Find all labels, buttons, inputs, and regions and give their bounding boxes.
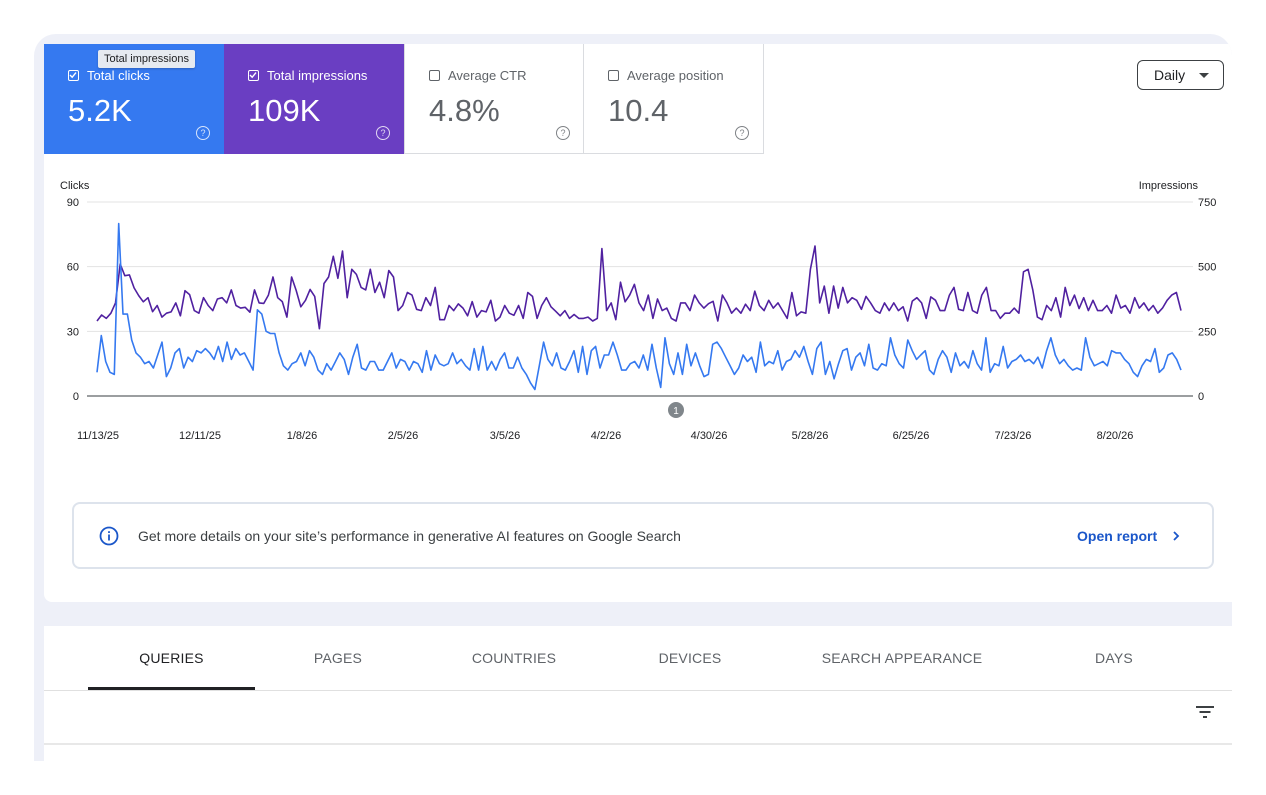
metric-value: 109K bbox=[248, 93, 321, 128]
clicks-series-line bbox=[96, 222, 1182, 391]
x-tick-label: 8/20/26 bbox=[1097, 430, 1134, 442]
info-icon bbox=[99, 526, 119, 546]
tab-search-appearance[interactable]: SEARCH APPEARANCE bbox=[821, 650, 983, 666]
checkbox-total-clicks[interactable] bbox=[68, 70, 79, 81]
x-tick-label: 11/13/25 bbox=[77, 430, 119, 442]
left-tick-label: 90 bbox=[67, 197, 79, 209]
annotation-label: 1 bbox=[673, 406, 679, 417]
help-icon[interactable]: ? bbox=[735, 126, 749, 140]
annotation-marker bbox=[668, 402, 684, 418]
left-axis-label: Clicks bbox=[60, 180, 90, 192]
ai-features-banner: Get more details on your site’s performa… bbox=[72, 502, 1214, 569]
metric-label: Average CTR bbox=[448, 68, 527, 83]
tab-countries[interactable]: COUNTRIES bbox=[471, 650, 557, 666]
tab-queries[interactable]: QUERIES bbox=[139, 650, 204, 666]
checkbox-average-ctr[interactable] bbox=[429, 70, 440, 81]
right-axis-label: Impressions bbox=[1139, 180, 1199, 192]
metric-label: Average position bbox=[627, 68, 724, 83]
x-tick-label: 4/2/26 bbox=[591, 430, 622, 442]
open-report-link[interactable]: Open report bbox=[1077, 528, 1158, 544]
left-tick-label: 30 bbox=[67, 326, 79, 338]
impressions-series-line bbox=[96, 245, 1182, 330]
metric-label: Total clicks bbox=[87, 68, 150, 83]
metric-value: 10.4 bbox=[608, 93, 669, 128]
performance-chart: Clicks Impressions 90 60 30 0 750 500 250 0 11/13/… bbox=[60, 180, 1216, 442]
dimension-table-card: QUERIES PAGES COUNTRIES DEVICES SEARCH A… bbox=[44, 626, 1232, 761]
tab-days[interactable]: DAYS bbox=[1095, 650, 1133, 666]
right-tick-label: 0 bbox=[1198, 391, 1204, 403]
divider bbox=[44, 690, 1232, 691]
metric-card-total-impressions[interactable]: Total impressions 109K ? bbox=[224, 44, 404, 154]
performance-report-frame: Total clicks 5.2K ? Total impressions 10… bbox=[34, 34, 1232, 761]
period-select-value: Daily bbox=[1154, 67, 1186, 83]
metric-card-average-ctr[interactable]: Average CTR 4.8% ? bbox=[404, 44, 584, 154]
active-tab-indicator bbox=[88, 687, 255, 690]
help-icon[interactable]: ? bbox=[556, 126, 570, 140]
help-icon[interactable]: ? bbox=[196, 126, 210, 140]
right-tick-label: 250 bbox=[1198, 326, 1216, 338]
help-icon[interactable]: ? bbox=[376, 126, 390, 140]
chevron-right-icon[interactable] bbox=[1171, 530, 1181, 542]
checkbox-average-position[interactable] bbox=[608, 70, 619, 81]
caret-down-icon bbox=[1199, 73, 1209, 78]
tab-pages[interactable]: PAGES bbox=[313, 650, 363, 666]
right-tick-label: 750 bbox=[1198, 197, 1216, 209]
banner-message: Get more details on your site’s performa… bbox=[138, 528, 681, 544]
tab-devices[interactable]: DEVICES bbox=[658, 650, 722, 666]
x-tick-label: 7/23/26 bbox=[995, 430, 1032, 442]
x-tick-label: 1/8/26 bbox=[287, 430, 318, 442]
x-tick-label: 4/30/26 bbox=[691, 430, 728, 442]
x-tick-label: 12/11/25 bbox=[179, 430, 221, 442]
tooltip: Total impressions bbox=[98, 50, 195, 68]
metric-label: Total impressions bbox=[267, 68, 368, 83]
performance-chart-card: Total clicks 5.2K ? Total impressions 10… bbox=[44, 44, 1232, 602]
x-tick-label: 2/5/26 bbox=[388, 430, 419, 442]
filter-icon[interactable] bbox=[1194, 704, 1216, 720]
period-select[interactable]: Daily bbox=[1137, 60, 1224, 90]
x-tick-label: 6/25/26 bbox=[893, 430, 930, 442]
metric-value: 4.8% bbox=[429, 93, 500, 128]
left-tick-label: 60 bbox=[67, 262, 79, 274]
x-tick-label: 5/28/26 bbox=[792, 430, 829, 442]
divider bbox=[44, 743, 1232, 745]
left-tick-label: 0 bbox=[73, 391, 79, 403]
metric-card-average-position[interactable]: Average position 10.4 ? bbox=[584, 44, 764, 154]
x-tick-label: 3/5/26 bbox=[490, 430, 521, 442]
metric-value: 5.2K bbox=[68, 93, 132, 128]
right-tick-label: 500 bbox=[1198, 262, 1216, 274]
checkbox-total-impressions[interactable] bbox=[248, 70, 259, 81]
